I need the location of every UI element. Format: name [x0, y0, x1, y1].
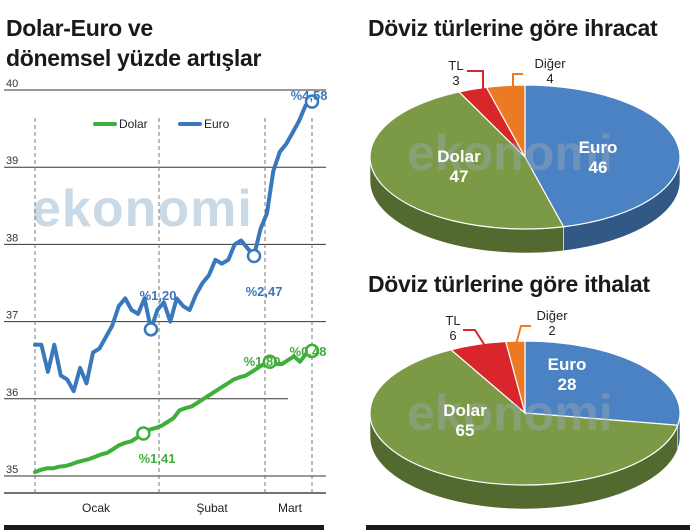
leader-line-tl [463, 329, 490, 353]
slice-name-label: Euro [579, 138, 618, 157]
percent-annotation: %1,20 [140, 288, 177, 303]
legend-label-dolar: Dolar [119, 117, 148, 131]
slice-name-label: Diğer [534, 56, 566, 71]
watermark-text: ekonomi [407, 385, 613, 441]
slice-value-label: 47 [450, 167, 469, 186]
pie-slice-euro [524, 340, 681, 426]
pie-slice-dolar [369, 349, 679, 486]
slice-value-label: 65 [456, 421, 475, 440]
data-marker [304, 343, 320, 359]
slice-name-label: Diğer [536, 308, 568, 323]
x-tick-label: Ocak [82, 501, 111, 515]
watermark-text: ekonomi [32, 180, 253, 238]
y-tick-label: 37 [6, 310, 18, 322]
line-chart: ekonomi 35 36 37 38 39 40 Ocak Şubat Mart %1,20 %2,… [4, 78, 328, 515]
line-chart-title-1: Dolar-Euro ve [6, 15, 153, 41]
pie-slice-diğer [485, 84, 526, 158]
slice-name-label: TL [445, 313, 460, 328]
pie-slice-dolar [369, 91, 565, 230]
right-bottom-rule [366, 525, 690, 530]
pie-import-title: Döviz türlerine göre ithalat [368, 271, 650, 297]
y-tick-label: 40 [6, 78, 18, 90]
data-marker [136, 426, 151, 441]
pie-slice-euro [524, 84, 681, 228]
percent-annotation: %1,80 [244, 354, 281, 369]
pie-slice-diğer [504, 340, 526, 414]
slice-value-label: 2 [548, 323, 555, 338]
percent-annotation: %2,47 [246, 284, 283, 299]
line-chart-title-2: dönemsel yüzde artışlar [6, 45, 262, 71]
slice-value-label: 28 [558, 375, 577, 394]
percent-annotation: %0,48 [290, 344, 327, 359]
slice-value-label: 4 [546, 71, 553, 86]
slice-value-label: 3 [452, 73, 459, 88]
leader-line-tl [467, 70, 484, 98]
data-marker [143, 322, 159, 337]
x-tick-label: Şubat [196, 501, 228, 515]
slice-value-label: 6 [449, 328, 456, 343]
percent-annotation: %4,58 [291, 88, 328, 103]
y-tick-label: 39 [6, 155, 18, 167]
leader-line-diğer [512, 73, 523, 98]
slice-name-label: Euro [548, 355, 587, 374]
data-marker [262, 354, 278, 369]
y-tick-label: 36 [6, 387, 18, 399]
pie-export-title: Döviz türlerine göre ihracat [368, 15, 658, 41]
x-tick-label: Mart [278, 501, 303, 515]
y-tick-label: 38 [6, 232, 18, 244]
y-tick-label: 35 [6, 464, 18, 476]
slice-name-label: TL [448, 58, 463, 73]
left-bottom-rule [4, 525, 324, 530]
data-marker [304, 94, 320, 109]
watermark-text: ekonomi [407, 125, 613, 181]
data-marker [246, 248, 262, 264]
series-line-euro [33, 99, 314, 394]
slice-value-label: 46 [589, 158, 608, 177]
slice-name-label: Dolar [437, 147, 481, 166]
slice-name-label: Dolar [443, 401, 487, 420]
percent-annotation: %1,41 [139, 451, 176, 466]
legend-label-euro: Euro [204, 117, 230, 131]
leader-line-diğer [514, 325, 531, 349]
